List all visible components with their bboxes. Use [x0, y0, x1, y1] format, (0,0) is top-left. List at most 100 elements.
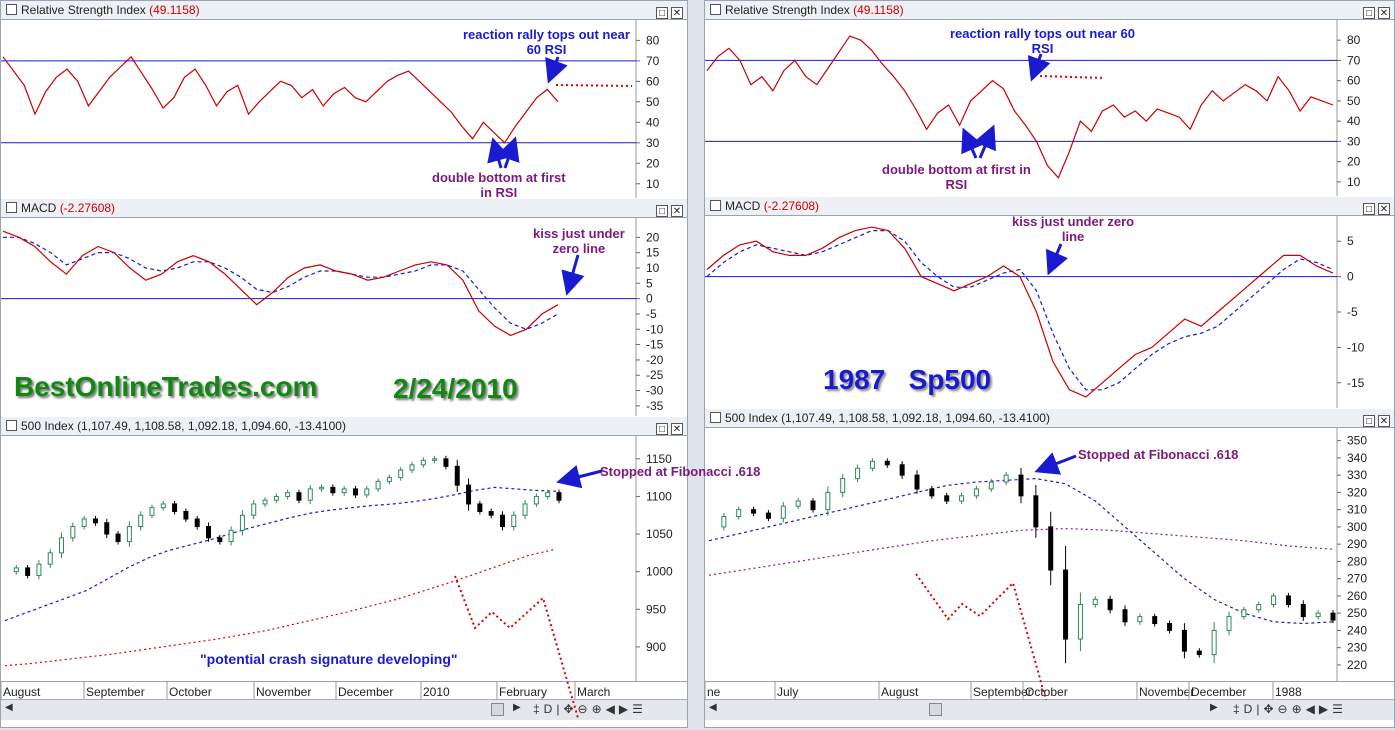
y-tick-label: 10 — [646, 177, 660, 191]
candle-body — [172, 503, 178, 512]
candle-body — [47, 552, 53, 565]
right-macd-pane: MACD (-2.27608) □ ✕ 5 0 -5 -10 -15 — [705, 197, 1394, 409]
right-time-axis: ne July August September October November Dece… — [705, 681, 1394, 700]
y-tick-label: 240 — [1347, 623, 1367, 637]
candle-body — [307, 488, 313, 501]
candle-body — [296, 492, 302, 501]
scroll-thumb[interactable] — [929, 703, 942, 716]
scroll-right-icon[interactable]: ▶ — [513, 702, 521, 713]
y-tick-label: 310 — [1347, 503, 1367, 517]
right-chart-window: Relative Strength Index (49.1158) □ ✕ 10 2… — [704, 0, 1395, 728]
candle-body — [341, 488, 347, 494]
candle-body — [217, 537, 223, 543]
candle-body — [239, 514, 245, 531]
candle-body — [160, 503, 166, 509]
maximize-icon[interactable]: □ — [1363, 415, 1375, 427]
candle-body — [432, 458, 438, 461]
candle-body — [81, 518, 87, 528]
candle-body — [825, 491, 831, 511]
scroll-right-icon[interactable]: ▶ — [1210, 702, 1218, 713]
chart-controls[interactable]: ‡D|✥⊖⊕◀▶☰ — [533, 702, 647, 716]
candle-body — [929, 488, 935, 497]
candle-body — [736, 509, 742, 518]
scroll-left-icon[interactable]: ◀ — [709, 702, 717, 713]
right-price-pane: 500 Index (1,107.49, 1,108.58, 1,092.18,… — [705, 409, 1394, 681]
scroll-thumb[interactable] — [491, 703, 504, 716]
chart-controls[interactable]: ‡D|✥⊖⊕◀▶☰ — [1233, 702, 1347, 716]
candle-body — [795, 500, 801, 507]
left-macd-pane: MACD (-2.27608) □ ✕ 20 15 10 5 0 -5 -10 -15 -20 -2… — [1, 199, 687, 417]
month-label: November — [1139, 685, 1194, 699]
rsi-checkbox[interactable] — [710, 4, 721, 15]
close-icon[interactable]: ✕ — [1378, 203, 1390, 215]
left-scrollbar[interactable]: ◀ ▶ ‡D|✥⊖⊕◀▶☰ — [1, 699, 687, 720]
close-icon[interactable]: ✕ — [1378, 7, 1390, 19]
candle-body — [92, 518, 98, 524]
month-label: October — [1025, 685, 1068, 699]
y-tick-label: 250 — [1347, 606, 1367, 620]
y-tick-label: 60 — [646, 74, 660, 88]
maximize-icon[interactable]: □ — [656, 7, 668, 19]
candle-body — [420, 459, 426, 466]
month-label: 2010 — [423, 685, 450, 699]
y-tick-label: 20 — [1347, 155, 1361, 169]
candle-body — [556, 492, 562, 501]
candle-body — [1285, 595, 1291, 606]
candle-body — [988, 481, 994, 490]
candle-body — [810, 500, 816, 511]
maximize-icon[interactable]: □ — [1363, 203, 1375, 215]
left-macd-annotation: kiss just under zero line — [533, 226, 625, 256]
month-label: November — [256, 685, 311, 699]
rsi-checkbox[interactable] — [6, 4, 17, 15]
maximize-icon[interactable]: □ — [656, 205, 668, 217]
candle-body — [488, 510, 494, 516]
candle-body — [1092, 598, 1098, 606]
candle-body — [262, 499, 268, 505]
rsi-title: Relative Strength Index — [21, 3, 146, 17]
candle-body — [1330, 612, 1336, 621]
candle-body — [1196, 650, 1202, 656]
price-values: (1,107.49, 1,108.58, 1,092.18, 1,094.60,… — [77, 419, 346, 433]
close-icon[interactable]: ✕ — [671, 423, 683, 435]
left-rsi-pane: Relative Strength Index (49.1158) □ ✕ 10 2… — [1, 1, 687, 199]
macd-checkbox[interactable] — [710, 200, 721, 211]
candle-body — [1107, 598, 1113, 611]
maximize-icon[interactable]: □ — [656, 423, 668, 435]
candle-body — [36, 563, 42, 576]
candle-body — [1063, 569, 1069, 640]
rsi-line — [706, 35, 1334, 179]
candle-body — [959, 495, 965, 502]
close-icon[interactable]: ✕ — [671, 205, 683, 217]
month-label: August — [881, 685, 919, 699]
right-macd-annotation: kiss just under zero line — [1012, 214, 1135, 244]
crash-signature-label: "potential crash signature developing" — [200, 651, 458, 667]
candle-body — [138, 514, 144, 528]
rsi-value: (49.1158) — [149, 3, 200, 17]
y-tick-label: 320 — [1347, 485, 1367, 499]
y-tick-label: 1150 — [646, 452, 672, 466]
maximize-icon[interactable]: □ — [1363, 7, 1375, 19]
y-tick-label: 60 — [1347, 74, 1361, 88]
candle-body — [1152, 616, 1158, 625]
candle-body — [869, 460, 875, 469]
y-tick-label: 50 — [1347, 94, 1361, 108]
macd-checkbox[interactable] — [6, 202, 17, 213]
y-tick-label: 5 — [646, 276, 653, 290]
y-tick-label: -20 — [646, 353, 664, 367]
y-tick-label: 1100 — [646, 489, 672, 503]
candle-body — [855, 467, 861, 480]
right-rsi-chart: 10 20 30 40 50 60 70 80 — [705, 20, 1361, 196]
y-tick-label: -5 — [1347, 305, 1358, 319]
y-tick-label: -25 — [646, 368, 664, 382]
right-scrollbar[interactable]: ◀ ▶ ‡D|✥⊖⊕◀▶☰ — [705, 699, 1394, 720]
y-tick-label: 50 — [646, 95, 660, 109]
price-checkbox[interactable] — [710, 412, 721, 423]
scroll-left-icon[interactable]: ◀ — [5, 702, 13, 713]
candle-body — [466, 484, 472, 505]
y-tick-label: 0 — [646, 292, 653, 306]
candle-body — [1300, 604, 1306, 618]
candle-body — [1226, 616, 1232, 631]
price-checkbox[interactable] — [6, 420, 17, 431]
close-icon[interactable]: ✕ — [671, 7, 683, 19]
close-icon[interactable]: ✕ — [1378, 415, 1390, 427]
